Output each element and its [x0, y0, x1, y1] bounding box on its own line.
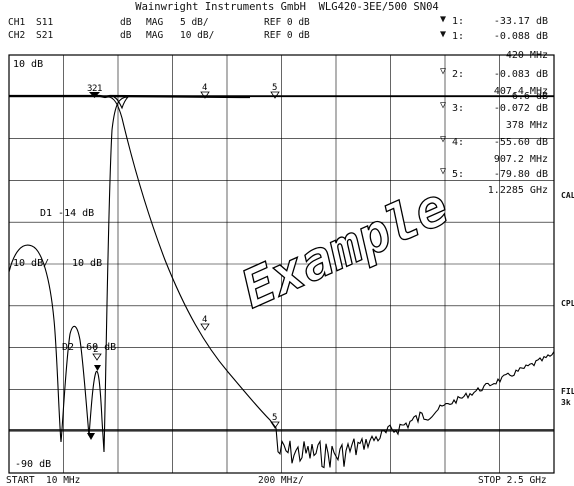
plot-marker-4-triangle [200, 91, 210, 99]
passband-trace [9, 94, 250, 99]
ch1-label: CH1 [8, 17, 26, 28]
s21-trace [107, 96, 555, 469]
plot-marker-1-label: 1 [97, 84, 102, 94]
ch1-unit: dB [120, 17, 132, 28]
plot-marker-5-triangle [270, 91, 280, 99]
d2-limit-label: D2 -60 dB [62, 342, 116, 353]
ch2-scale: 10 dB/ [180, 30, 215, 41]
plot-marker-5b-triangle [270, 421, 280, 429]
ch2-format: MAG [146, 30, 164, 41]
plot-marker-2b-label: 2 [93, 345, 98, 355]
marker-2-freq: 407.4 MHz [493, 86, 548, 97]
plot-markers: 3 2 1 4 5 4 5 2 [87, 83, 280, 440]
marker-5-freq: 1.2285 GHz [487, 185, 548, 196]
marker-1b-icon: ▼ [440, 29, 447, 40]
marker-5-icon: ▽ [440, 166, 447, 177]
plot-marker-2b-triangle [92, 353, 102, 361]
s11-trace [8, 96, 130, 453]
instrument-title: Wainwright Instruments GmbH WLG420-3EE/5… [135, 1, 439, 13]
plot-marker-4-label: 4 [202, 83, 207, 93]
marker-5-num: 5: [452, 169, 465, 180]
marker-3-icon: ▽ [440, 100, 447, 111]
ch2-label: CH2 [8, 30, 26, 41]
mid-scale-label-2: 10 dB [72, 258, 102, 269]
top-scale-label: 10 dB [13, 59, 43, 70]
marker-3-value: -0.072 dB [493, 103, 548, 114]
marker-1b-num: 1: [452, 31, 465, 42]
start-frequency: START 10 MHz [6, 475, 81, 486]
plot-marker-1b-triangle [94, 365, 101, 371]
marker-4-freq: 907.2 MHz [493, 154, 548, 165]
marker-4-num: 4: [452, 137, 465, 148]
bottom-scale-label: -90 dB [15, 459, 51, 470]
ch2-unit: dB [120, 30, 132, 41]
ch2-param: S21 [36, 30, 54, 41]
ch1-ref: REF 0 dB [264, 17, 310, 28]
example-watermark: Example [233, 176, 458, 320]
marker-1-num: 1: [452, 16, 465, 27]
marker-2-value: -0.083 dB [493, 69, 548, 80]
stop-frequency: STOP 2.5 GHz [478, 475, 547, 486]
d1-limit-label: D1 -14 dB [40, 208, 94, 219]
softkey-cal[interactable]: CAL [561, 191, 574, 200]
marker-3-num: 3: [452, 103, 465, 114]
softkey-cpl[interactable]: CPL [561, 299, 574, 308]
marker-1-icon: ▼ [440, 14, 447, 25]
ch2-ref: REF 0 dB [264, 30, 310, 41]
plot-marker-5-label: 5 [272, 83, 277, 93]
marker-1b-value: -0.088 dB [493, 31, 548, 42]
plot-marker-3-label: 3 [87, 84, 92, 94]
mid-scale-label: 10 dB/ [13, 258, 49, 269]
plot-marker-4b-triangle [200, 323, 210, 331]
marker-2-num: 2: [452, 69, 465, 80]
marker-1-value: -33.17 dB [493, 16, 548, 27]
softkey-fil[interactable]: FIL [561, 387, 574, 396]
marker-4-value: -55.60 dB [493, 137, 548, 148]
marker-5-value: -79.80 dB [493, 169, 548, 180]
plot-marker-5b-label: 5 [272, 413, 277, 423]
ch1-param: S11 [36, 17, 54, 28]
frequency-span-per-div: 200 MHz/ [258, 475, 304, 486]
plot-marker-4b-label: 4 [202, 315, 207, 325]
plot-marker-2-label: 2 [92, 84, 97, 94]
marker-4-icon: ▽ [440, 134, 447, 145]
marker-3-freq: 378 MHz [505, 120, 548, 131]
plot-marker-lowest-triangle [87, 433, 95, 440]
softkey-3k[interactable]: 3k [561, 398, 571, 407]
ch1-scale: 5 dB/ [180, 17, 209, 28]
ch1-format: MAG [146, 17, 164, 28]
plot-marker-1-triangle [89, 92, 100, 98]
marker-2-icon: ▽ [440, 66, 447, 77]
